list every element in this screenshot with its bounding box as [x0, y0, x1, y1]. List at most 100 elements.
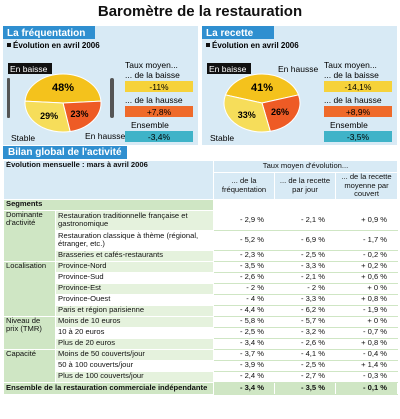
value-cell: - 3,2 %: [274, 326, 336, 339]
pie-slice: [223, 94, 271, 133]
segment-label: Province-Nord: [55, 260, 214, 273]
value-cell: - 3,9 %: [213, 359, 275, 372]
value-cell: - 1,7 %: [334, 229, 399, 251]
caption: Évolution mensuelle : mars à avril 2006: [3, 160, 214, 200]
panel-title: La recette: [206, 28, 254, 39]
value-cell: - 4,1 %: [274, 348, 336, 361]
table-row: Province-Ouest - 4 % - 3,3 % + 0,8 %: [4, 293, 399, 306]
header-row: Évolution mensuelle : mars à avril 2006 …: [3, 160, 399, 200]
group-label: Localisation: [3, 260, 56, 317]
value-cell: - 0,1 %: [334, 381, 399, 395]
table-row: Plus de 20 euros - 3,4 % - 2,6 % + 0,8 %: [4, 337, 399, 350]
segment-label: Plus de 20 euros: [55, 337, 214, 350]
value-cell: - 0,4 %: [334, 348, 399, 361]
table-row: Dominante d'activité Restauration traditi…: [3, 209, 399, 262]
value-cell: + 0,9 %: [334, 209, 399, 231]
slice-label: 48%: [52, 82, 74, 94]
stat-value: -14,1%: [345, 82, 372, 92]
value-cell: - 2,3 %: [213, 249, 275, 262]
panel-subtitle: Évolution en avril 2006: [212, 41, 299, 50]
group-label: Dominante d'activité: [3, 209, 56, 262]
table-row: Paris et région parisienne - 4,4 % - 6,2 %…: [4, 304, 399, 317]
segment-label: Province-Est: [55, 282, 214, 295]
value-cell: - 3,5 %: [274, 381, 336, 395]
value-cell: - 2,1 %: [274, 271, 336, 284]
stats-title: Taux moyen...: [324, 60, 377, 70]
table-row: Localisation Province-Nord - 3,5 % - 3,3 % +…: [3, 260, 399, 317]
stat-box: [125, 131, 193, 142]
table-row: 50 à 100 couverts/jour - 3,9 % - 2,5 % + 1,…: [4, 359, 399, 372]
pie-category-label: Stable: [210, 133, 234, 143]
table-row: Capacité Moins de 50 couverts/jour - 3,7 %…: [3, 348, 399, 383]
panel-tab: [202, 26, 274, 39]
stat-value: +8,9%: [346, 107, 371, 117]
value-cell: + 0,8 %: [334, 337, 399, 350]
value-cell: + 0,8 %: [334, 293, 399, 306]
table-row: Plus de 100 couverts/jour - 2,4 % - 2,7 % -…: [4, 370, 399, 383]
total-row: Ensemble de la restauration commerciale …: [3, 381, 399, 395]
table-row: Province-Est - 2 % - 2 % + 0 %: [4, 282, 399, 295]
table: Évolution mensuelle : mars à avril 2006 …: [3, 160, 399, 395]
value-cell: - 5,8 %: [213, 315, 275, 328]
table-row: Province-Sud - 2,6 % - 2,1 % + 0,6 %: [4, 271, 399, 284]
table-row: Niveau de prix (TMR) Moins de 10 euros - 5…: [3, 315, 399, 350]
header-row: ... de la fréquentation ... de la recett…: [4, 172, 399, 200]
stat-label: ... de la baisse: [125, 70, 180, 80]
panel-subtitle: Évolution en avril 2006: [13, 41, 100, 50]
slice-label: 29%: [40, 111, 58, 121]
stat-value: -11%: [149, 82, 169, 92]
slice-label: 23%: [71, 109, 89, 119]
pie-slice: [261, 94, 301, 132]
value-cell: - 2,5 %: [274, 249, 336, 262]
pie-category-label: En baisse: [209, 64, 247, 74]
stat-box: [324, 81, 392, 92]
value-cell: - 2 %: [274, 282, 336, 295]
spacer: [212, 198, 399, 211]
header-row: Segments: [3, 198, 399, 211]
value-cell: - 2,7 %: [274, 370, 336, 383]
value-cell: - 2 %: [213, 282, 275, 295]
group-header: Taux moyen d'évolution...: [212, 160, 399, 173]
stat-label: ... de la hausse: [125, 95, 183, 105]
value-cell: - 6,9 %: [274, 229, 336, 251]
value-cell: + 0,6 %: [334, 271, 399, 284]
stat-label: Ensemble: [131, 120, 169, 130]
value-cell: - 5,2 %: [213, 229, 275, 251]
segment-label: Paris et région parisienne: [55, 304, 214, 317]
value-cell: - 2,5 %: [274, 359, 336, 372]
value-cell: - 3,3 %: [274, 260, 336, 273]
value-cell: - 4,4 %: [213, 304, 275, 317]
value-cell: - 2,5 %: [213, 326, 275, 339]
pie-category-label: En baisse: [10, 64, 48, 74]
segment-label: Province-Sud: [55, 271, 214, 284]
segment-label: Restauration classique à thème (régional…: [55, 229, 214, 251]
total-label: Ensemble de la restauration commerciale …: [3, 381, 214, 395]
table-row: Restauration classique à thème (régional…: [4, 229, 399, 251]
segment-label: 10 à 20 euros: [55, 326, 214, 339]
value-cell: + 0 %: [334, 282, 399, 295]
table-row: Brasseries et cafés-restaurants - 2,3 % - …: [4, 249, 399, 262]
panels: La fréquentation Évolution en avril 2006 4…: [3, 26, 397, 145]
segment-label: Plus de 100 couverts/jour: [55, 370, 214, 383]
value-cell: - 0,3 %: [334, 370, 399, 383]
pie-slice: [24, 100, 71, 133]
value-cell: - 4 %: [213, 293, 275, 306]
value-cell: - 2,1 %: [274, 209, 336, 231]
pie-category-label: Stable: [11, 133, 35, 143]
pie-category-label: En hausse: [278, 64, 318, 74]
segment-label: Brasseries et cafés-restaurants: [55, 249, 214, 262]
stats-title: Taux moyen...: [125, 60, 178, 70]
segment-label: Moins de 10 euros: [55, 315, 214, 328]
value-cell: + 0,2 %: [334, 260, 399, 273]
column-header: ... de la fréquentation: [213, 172, 275, 200]
value-cell: - 0,2 %: [334, 249, 399, 262]
stat-value: +7,8%: [147, 107, 172, 117]
slice-label: 41%: [251, 82, 273, 94]
segment-label: 50 à 100 couverts/jour: [55, 359, 214, 372]
value-cell: - 3,7 %: [213, 348, 275, 361]
stat-box: [125, 106, 193, 117]
stat-label: ... de la hausse: [324, 95, 382, 105]
value-cell: - 2,4 %: [213, 370, 275, 383]
value-cell: - 3,5 %: [213, 260, 275, 273]
